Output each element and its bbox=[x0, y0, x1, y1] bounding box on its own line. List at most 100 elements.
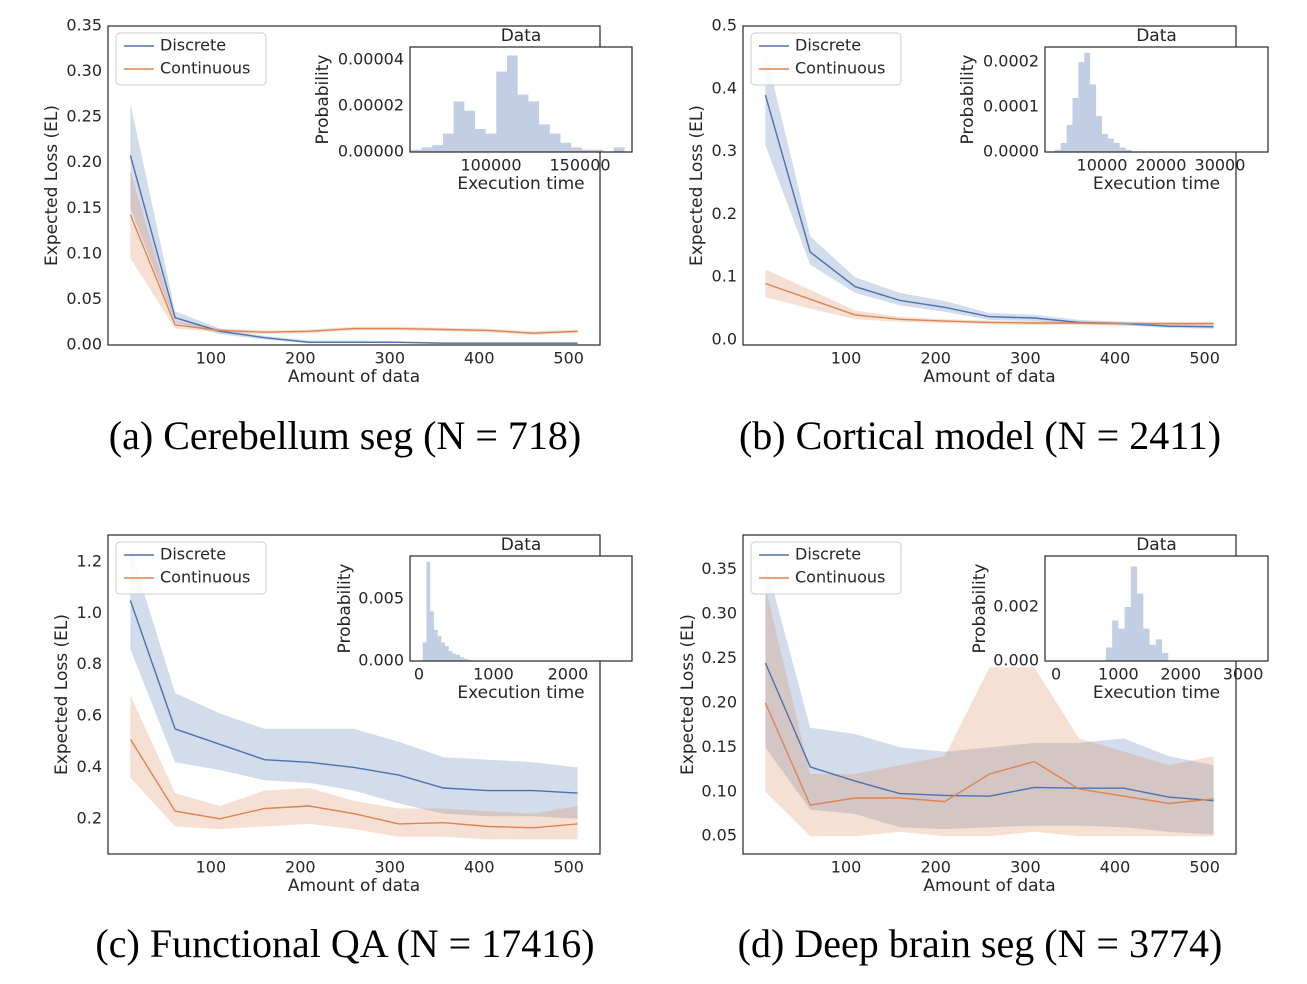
histogram-bar bbox=[592, 149, 604, 152]
histogram-bar bbox=[1137, 593, 1144, 661]
x-axis-label: Amount of data bbox=[923, 367, 1055, 387]
histogram-bar bbox=[445, 646, 449, 661]
histogram-bar bbox=[433, 630, 438, 661]
axes-frame bbox=[409, 46, 633, 153]
y-tick-label: 0.05 bbox=[66, 289, 102, 308]
series-line bbox=[764, 94, 1214, 328]
histogram-bar bbox=[421, 147, 433, 152]
x-tick-label: 400 bbox=[1100, 349, 1131, 368]
y-tick-label: 0.15 bbox=[701, 737, 737, 756]
x-axis-label: Execution time bbox=[1093, 683, 1220, 703]
histogram-bar bbox=[485, 133, 497, 152]
x-tick-label: 0 bbox=[1051, 665, 1061, 684]
y-axis-label: Expected Loss (EL) bbox=[687, 105, 707, 266]
y-axis-label: Probability bbox=[313, 55, 333, 145]
y-tick-label: 0.2 bbox=[712, 204, 737, 223]
y-axis-label: Probability bbox=[970, 564, 990, 654]
histogram-bar bbox=[507, 55, 518, 152]
series-line bbox=[129, 155, 578, 344]
legend-label: Discrete bbox=[160, 36, 226, 55]
histogram-bar bbox=[571, 147, 582, 152]
histogram-bar bbox=[581, 149, 593, 152]
legend-label: Discrete bbox=[160, 545, 226, 564]
histogram-bar bbox=[467, 659, 472, 661]
histogram-bar bbox=[474, 129, 486, 152]
x-tick-label: 500 bbox=[1189, 858, 1220, 877]
x-tick-label: 150000 bbox=[549, 156, 610, 175]
series-line bbox=[129, 738, 578, 829]
axes-frame bbox=[742, 534, 1237, 855]
y-tick-label: 0.1 bbox=[712, 267, 737, 286]
x-tick-label: 2000 bbox=[548, 665, 589, 684]
histogram-bar bbox=[1125, 149, 1132, 152]
y-tick-label: 0.00 bbox=[66, 335, 102, 354]
histogram-bar bbox=[1130, 566, 1138, 661]
inset-background bbox=[410, 47, 632, 152]
y-axis-label: Probability bbox=[335, 564, 355, 654]
y-tick-label: 0.4 bbox=[77, 757, 102, 776]
x-tick-label: 100 bbox=[831, 858, 862, 877]
x-tick-label: 20000 bbox=[1136, 156, 1187, 175]
histogram-bar bbox=[1112, 620, 1119, 661]
y-tick-label: 0.005 bbox=[358, 589, 404, 608]
y-tick-label: 0.0 bbox=[712, 329, 737, 348]
histogram-bar bbox=[1060, 142, 1067, 152]
x-tick-label: 400 bbox=[464, 858, 495, 877]
legend-label: Discrete bbox=[795, 545, 861, 564]
histogram-bar bbox=[410, 149, 422, 152]
histogram-bar bbox=[528, 101, 540, 152]
histogram-bar bbox=[560, 142, 572, 152]
histogram-bar bbox=[539, 124, 550, 152]
histogram-bar bbox=[549, 133, 561, 152]
histogram-bar bbox=[464, 110, 475, 152]
y-tick-label: 0.30 bbox=[701, 604, 737, 623]
y-tick-label: 0.5 bbox=[712, 16, 737, 35]
axes-frame bbox=[107, 534, 601, 855]
histogram-bar bbox=[1143, 628, 1150, 661]
series-line bbox=[764, 702, 1214, 806]
confidence-band bbox=[130, 171, 578, 335]
histogram-bar bbox=[1124, 607, 1131, 661]
y-tick-label: 1.2 bbox=[77, 551, 102, 570]
x-tick-label: 300 bbox=[1010, 858, 1041, 877]
x-tick-label: 2000 bbox=[1160, 665, 1201, 684]
histogram-bar bbox=[1119, 147, 1126, 152]
y-tick-label: 1.0 bbox=[77, 603, 102, 622]
x-axis-label: Execution time bbox=[457, 174, 584, 194]
histogram-bar bbox=[437, 636, 442, 661]
inset-background bbox=[410, 556, 632, 661]
y-tick-label: 0.4 bbox=[712, 78, 737, 97]
x-tick-label: 500 bbox=[553, 349, 584, 368]
x-axis-label: Amount of data bbox=[288, 876, 420, 896]
histogram-bar bbox=[442, 133, 454, 152]
confidence-band bbox=[130, 103, 578, 345]
histogram-bar bbox=[1149, 644, 1156, 661]
axes-frame bbox=[742, 25, 1237, 346]
y-tick-label: 0.25 bbox=[66, 107, 102, 126]
histogram-bar bbox=[1090, 84, 1097, 152]
series-line bbox=[129, 214, 578, 334]
histogram-bar bbox=[1118, 628, 1125, 661]
y-tick-label: 0.00002 bbox=[338, 96, 404, 115]
confidence-band bbox=[130, 695, 578, 840]
histogram-bar bbox=[496, 71, 508, 152]
y-axis-label: Expected Loss (EL) bbox=[678, 614, 698, 775]
histogram-bar bbox=[1072, 97, 1079, 152]
y-tick-label: 0.0002 bbox=[983, 51, 1039, 70]
y-tick-label: 0.000 bbox=[358, 651, 404, 670]
histogram-bar bbox=[430, 611, 434, 661]
series-line bbox=[129, 600, 578, 794]
histogram-bar bbox=[422, 642, 427, 661]
y-tick-label: 0.000 bbox=[993, 651, 1039, 670]
x-tick-label: 100 bbox=[831, 349, 862, 368]
histogram-bar bbox=[456, 654, 460, 661]
inset-background bbox=[1045, 556, 1268, 661]
x-tick-label: 200 bbox=[285, 858, 316, 877]
inset-title: Data bbox=[501, 26, 542, 46]
histogram-bar bbox=[1105, 647, 1113, 661]
histogram-bar bbox=[1107, 138, 1114, 152]
histogram-bar bbox=[1101, 133, 1108, 152]
histogram-bar bbox=[426, 561, 431, 661]
legend-label: Continuous bbox=[795, 568, 885, 587]
x-tick-label: 200 bbox=[920, 349, 951, 368]
